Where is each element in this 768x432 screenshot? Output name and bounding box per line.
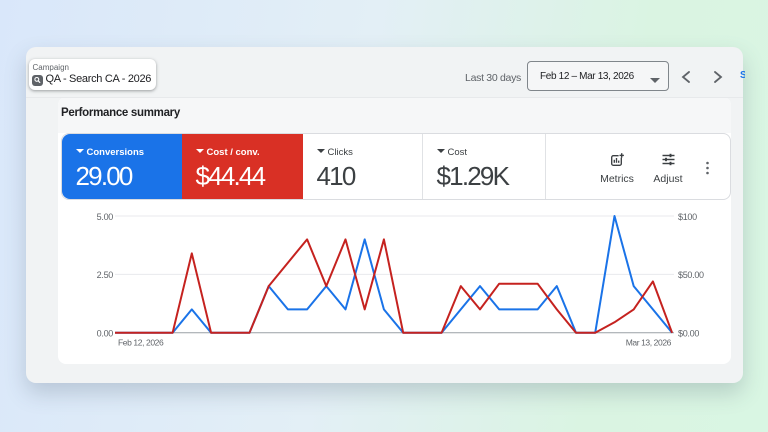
svg-text:$0.00: $0.00: [678, 329, 699, 339]
svg-text:2.50: 2.50: [97, 270, 114, 280]
svg-text:Mar 13, 2026: Mar 13, 2026: [626, 338, 672, 348]
svg-text:5.00: 5.00: [97, 212, 114, 222]
svg-text:0.00: 0.00: [97, 329, 114, 339]
svg-text:$50.00: $50.00: [678, 270, 704, 280]
svg-text:Feb 12, 2026: Feb 12, 2026: [118, 338, 164, 348]
svg-text:$100: $100: [678, 212, 697, 222]
